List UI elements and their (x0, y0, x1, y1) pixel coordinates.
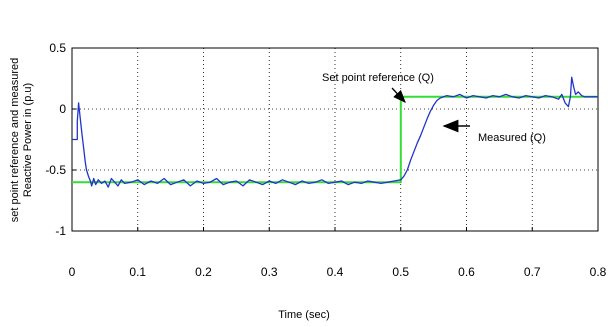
annotation-measured: Measured (Q) (442, 119, 546, 144)
series-group (72, 76, 598, 188)
y-tick-label: -1 (55, 224, 66, 238)
x-tick-label: 0 (69, 265, 76, 279)
y-axis-label-line-1: set point reference and measured (9, 58, 21, 223)
annotation-setpoint: Set point reference (Q) (322, 72, 434, 103)
annotation-setpoint-arrow (391, 87, 406, 103)
x-tick-label: 0.6 (458, 265, 475, 279)
x-axis-label: Time (sec) (278, 309, 330, 321)
x-tick-label: 0.4 (327, 265, 344, 279)
axis-ticks: 0 0.1 0.2 0.3 0.4 0.5 0.6 0.7 0.8 0.5 0 -0.5 -1 (45, 41, 606, 279)
y-tick-label: -0.5 (45, 163, 66, 177)
x-tick-label: 0.5 (392, 265, 409, 279)
measured-q-line (72, 76, 598, 188)
x-tick-label: 0.3 (261, 265, 278, 279)
y-tick-label: 0.5 (49, 41, 66, 55)
x-tick-label: 0.1 (129, 265, 146, 279)
y-tick-label: 0 (59, 102, 66, 116)
grid (72, 48, 598, 231)
y-axis-label-line-2: Reactive Power in (p.u) (22, 83, 34, 197)
setpoint-reference-line (72, 95, 598, 184)
x-tick-label: 0.8 (590, 265, 607, 279)
x-tick-label: 0.2 (195, 265, 212, 279)
annotation-measured-label: Measured (Q) (478, 132, 546, 144)
annotation-setpoint-label: Set point reference (Q) (322, 72, 434, 84)
y-axis-label: set point reference and measured Reactiv… (9, 58, 34, 223)
x-tick-label: 0.7 (524, 265, 541, 279)
